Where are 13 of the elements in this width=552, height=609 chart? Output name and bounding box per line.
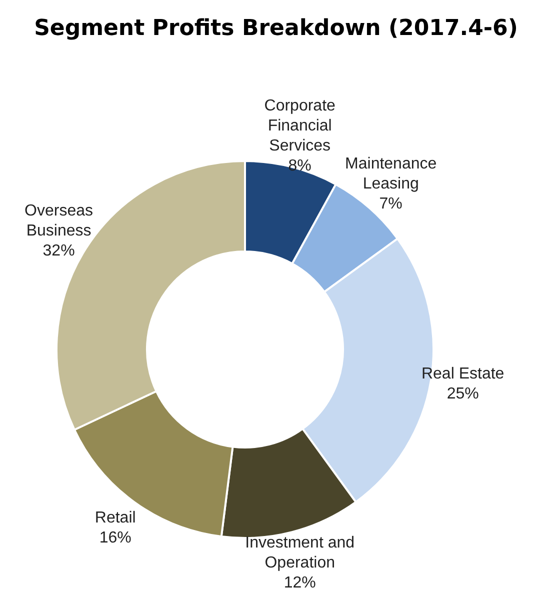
slice-label: Corporate Financial Services (264, 97, 336, 154)
slice-label: Retail (94, 509, 136, 526)
data-label: 7% (379, 195, 402, 212)
data-label: 8% (288, 157, 312, 174)
slice-label: Maintenance Leasing (345, 155, 437, 192)
slice-label: Overseas Business (24, 202, 94, 240)
data-label: 25% (446, 385, 479, 402)
data-label: 32% (42, 242, 75, 260)
data-label: 16% (99, 529, 132, 546)
slice-label: Investment and Operation (245, 534, 355, 572)
chart-title: Segment Profits Breakdown (2017.4-6) (33, 16, 519, 41)
slice-label: Real Estate (421, 365, 504, 382)
data-label: 12% (284, 574, 316, 592)
